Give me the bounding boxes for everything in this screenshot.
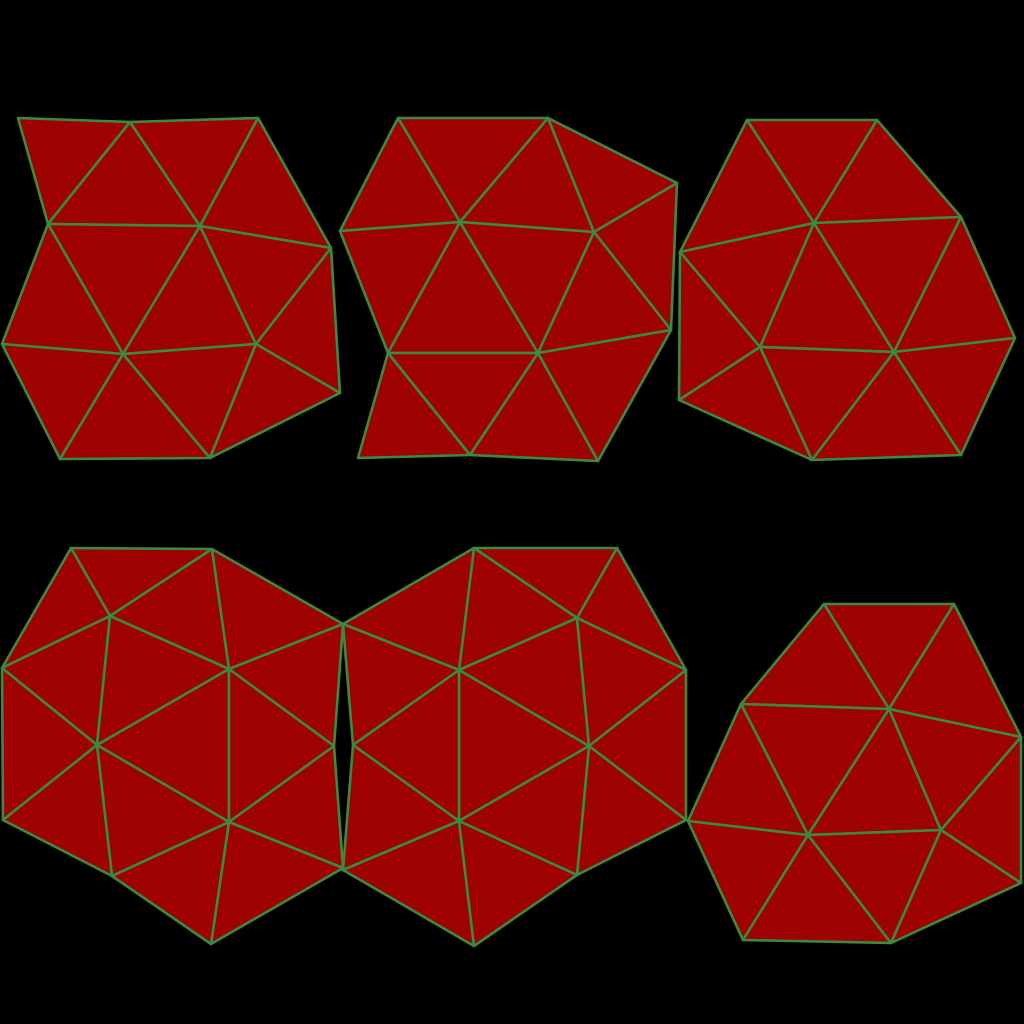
mesh-bottom-center <box>341 546 688 948</box>
mesh-triangle <box>889 828 1023 945</box>
mesh-top-right <box>677 118 1017 462</box>
mesh-triangle <box>110 820 231 946</box>
mesh-top-center <box>338 116 679 463</box>
mesh-bottom-right <box>686 602 1023 945</box>
meshes-layer <box>0 116 1023 948</box>
mesh-triangle <box>892 336 1017 457</box>
mesh-triangle <box>1 743 114 878</box>
mesh-triangle <box>356 351 472 460</box>
mesh-triangle <box>677 345 814 462</box>
mesh-bottom-left <box>0 546 345 946</box>
mesh-triangle <box>457 819 579 948</box>
mesh-triangle <box>536 328 673 463</box>
mesh-triangle <box>208 342 342 460</box>
mesh-top-left <box>0 116 342 461</box>
